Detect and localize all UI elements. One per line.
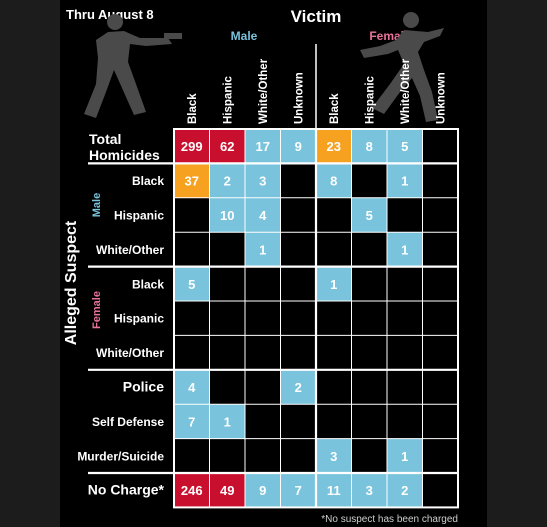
cell-fill-r1-c2 — [245, 163, 281, 198]
cell-fill-r1-c6 — [387, 163, 423, 198]
cell-fill-r9-c4 — [316, 438, 352, 473]
row-label-self-defense: Self Defense — [92, 415, 164, 429]
male-victim-group-label: Male — [231, 29, 258, 43]
cell-fill-r3-c2 — [245, 232, 281, 267]
cell-fill-r10-c0 — [174, 473, 210, 508]
cell-value-r0-c2: 17 — [256, 139, 270, 154]
cell-fill-r10-c6 — [387, 473, 423, 508]
cell-value-r0-c5: 8 — [366, 139, 373, 154]
column-header-male-hispanic: Hispanic — [222, 75, 234, 124]
column-header-male-unknown: Unknown — [293, 72, 305, 124]
column-header-female-unknown: Unknown — [435, 72, 447, 124]
cell-fill-r10-c1 — [209, 473, 245, 508]
cell-value-r10-c3: 7 — [295, 483, 302, 498]
cell-fill-r8-c1 — [209, 404, 245, 439]
cell-value-r2-c5: 5 — [366, 208, 373, 223]
cell-value-r3-c6: 1 — [401, 242, 408, 257]
cell-value-r1-c4: 8 — [330, 174, 337, 189]
column-header-female-hispanic: Hispanic — [364, 75, 376, 124]
row-label-female-black: Black — [132, 277, 164, 291]
cell-value-r1-c1: 2 — [224, 174, 231, 189]
row-label-male-white-other: White/Other — [96, 243, 164, 257]
cell-value-r1-c0: 37 — [185, 174, 199, 189]
cell-value-r9-c4: 3 — [330, 449, 337, 464]
cell-fill-r7-c0 — [174, 369, 210, 405]
footnote: *No suspect has been charged — [321, 514, 458, 525]
cell-value-r7-c0: 4 — [188, 380, 196, 395]
cell-value-r0-c6: 5 — [401, 139, 408, 154]
cell-value-r9-c6: 1 — [401, 449, 408, 464]
row-label-total-homicides: Total — [89, 131, 121, 147]
cell-value-r4-c4: 1 — [330, 277, 337, 292]
row-label-no-charge: No Charge* — [88, 482, 165, 498]
cell-value-r10-c0: 246 — [181, 483, 203, 498]
cell-fill-r1-c1 — [209, 163, 245, 198]
date-label: Thru August 8 — [66, 7, 154, 22]
cell-value-r1-c2: 3 — [259, 174, 266, 189]
cell-fill-r7-c3 — [280, 369, 316, 405]
cell-fill-r0-c5 — [351, 129, 387, 164]
cell-value-r8-c0: 7 — [188, 414, 195, 429]
right-side-stripe — [487, 0, 547, 527]
cell-value-r10-c1: 49 — [220, 483, 234, 498]
falling-victim-silhouette-icon — [360, 12, 444, 122]
cell-fill-r2-c2 — [245, 197, 281, 233]
cell-fill-r0-c4 — [316, 129, 352, 164]
cell-value-r3-c2: 1 — [259, 242, 266, 257]
cell-value-r10-c5: 3 — [366, 483, 373, 498]
victim-header: Victim — [291, 7, 342, 26]
table-border — [173, 128, 459, 509]
row-label-murder-suicide: Murder/Suicide — [77, 449, 164, 463]
cell-value-r2-c1: 10 — [220, 208, 234, 223]
column-header-male-black: Black — [187, 93, 199, 124]
row-label-female-hispanic: Hispanic — [114, 312, 164, 326]
column-header-female-white-other: White/Other — [400, 58, 412, 124]
cell-fill-r2-c1 — [209, 197, 245, 233]
cell-value-r10-c2: 9 — [259, 483, 266, 498]
cell-fill-r3-c6 — [387, 232, 423, 267]
cell-fill-r0-c0 — [174, 129, 210, 164]
male-suspect-group-label: Male — [91, 193, 103, 217]
cell-fill-r0-c3 — [280, 129, 316, 164]
cell-fill-r10-c4 — [316, 473, 352, 508]
cell-fill-r8-c0 — [174, 404, 210, 439]
shooter-silhouette-icon — [84, 14, 182, 118]
cell-fill-r1-c0 — [174, 163, 210, 198]
cell-value-r0-c0: 299 — [181, 139, 203, 154]
cell-fill-r0-c1 — [209, 129, 245, 164]
cell-value-r1-c6: 1 — [401, 174, 408, 189]
cell-fill-r0-c2 — [245, 129, 281, 164]
cell-value-r8-c1: 1 — [224, 414, 231, 429]
cell-fill-r10-c3 — [280, 473, 316, 508]
column-header-male-white-other: White/Other — [258, 58, 270, 124]
cell-fill-r4-c4 — [316, 266, 352, 301]
row-label-police: Police — [123, 379, 164, 395]
female-suspect-group-label: Female — [91, 291, 103, 329]
row-label-total-homicides-line2: Homicides — [89, 147, 160, 163]
left-side-stripe — [0, 0, 60, 527]
cell-fill-r1-c4 — [316, 163, 352, 198]
cell-value-r10-c4: 11 — [327, 483, 341, 498]
row-label-female-white-other: White/Other — [96, 346, 164, 360]
cell-value-r0-c3: 9 — [295, 139, 302, 154]
cell-fill-r9-c6 — [387, 438, 423, 473]
column-header-female-black: Black — [329, 93, 341, 124]
cell-value-r0-c4: 23 — [327, 139, 341, 154]
cell-fill-r0-c6 — [387, 129, 423, 164]
cell-fill-r4-c0 — [174, 266, 210, 301]
cell-value-r10-c6: 2 — [401, 483, 408, 498]
alleged-suspect-axis-label: Alleged Suspect — [63, 220, 80, 345]
cell-value-r4-c0: 5 — [188, 277, 195, 292]
cell-fill-r10-c2 — [245, 473, 281, 508]
cell-value-r0-c1: 62 — [220, 139, 234, 154]
row-label-male-hispanic: Hispanic — [114, 209, 164, 223]
cell-value-r7-c3: 2 — [295, 380, 302, 395]
cell-fill-r2-c5 — [351, 197, 387, 233]
cell-fill-r10-c5 — [351, 473, 387, 508]
cell-value-r2-c2: 4 — [259, 208, 267, 223]
row-label-male-black: Black — [132, 174, 164, 188]
